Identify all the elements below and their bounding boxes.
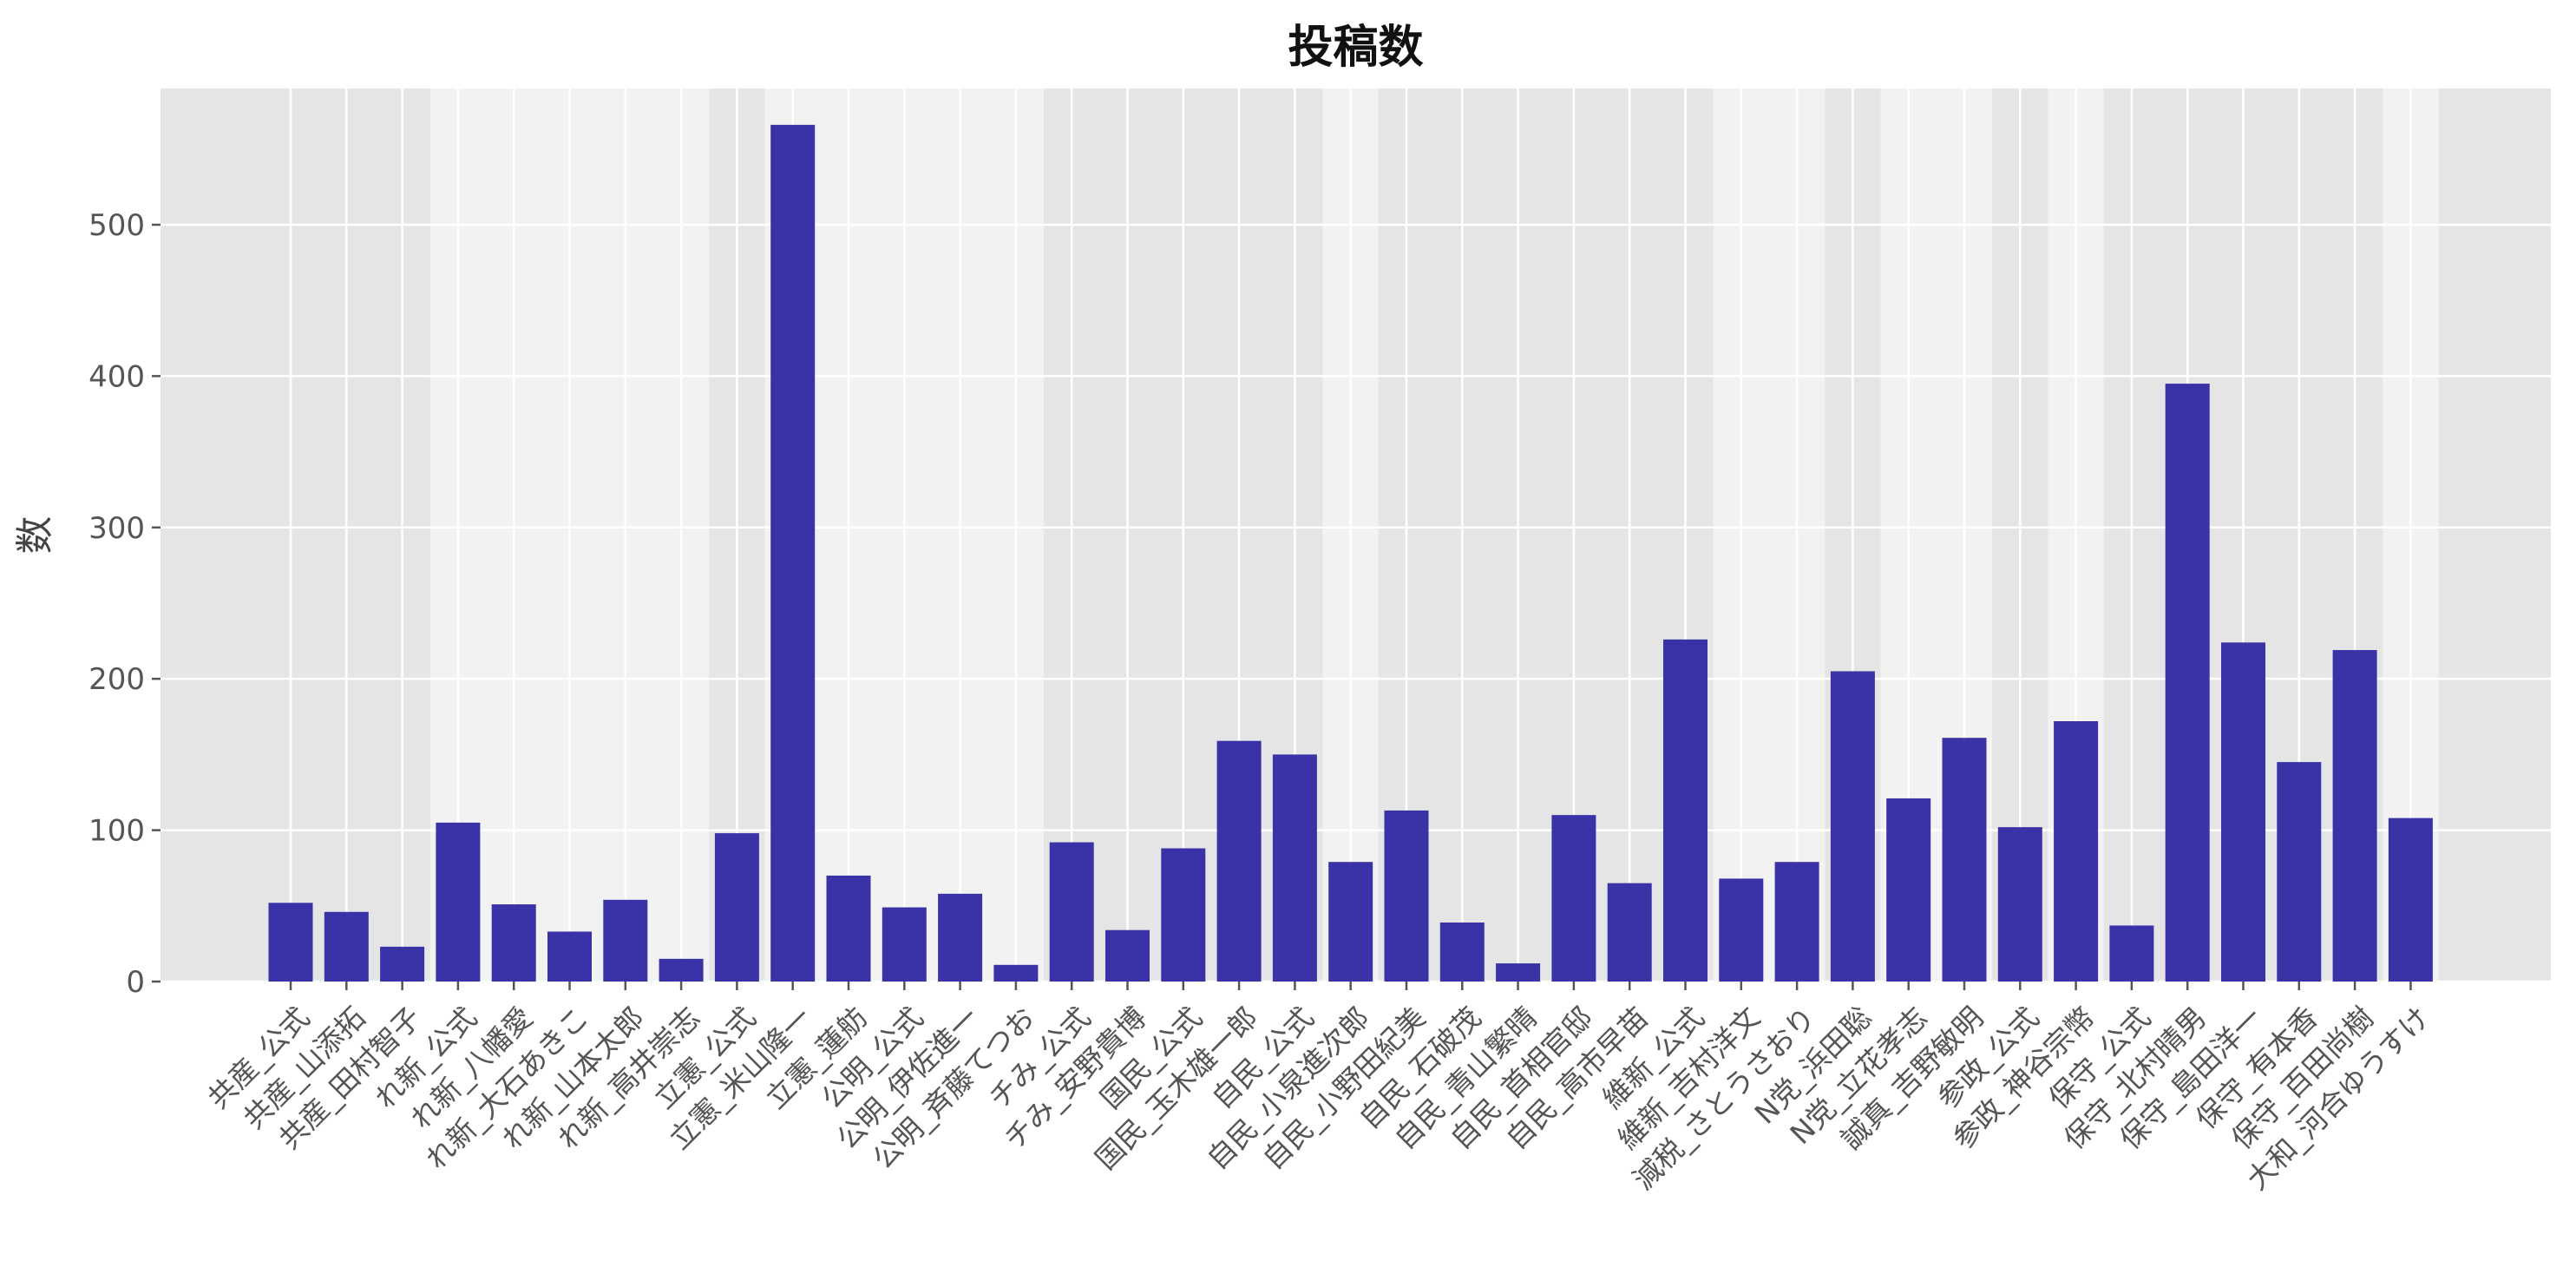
bar <box>1384 810 1429 982</box>
bar <box>1161 848 1206 982</box>
y-tick-label: 100 <box>88 814 145 849</box>
bar <box>1997 827 2042 982</box>
bar <box>1328 862 1373 982</box>
bar <box>1607 883 1652 982</box>
bar <box>1774 862 1819 982</box>
bar <box>659 958 704 982</box>
bar <box>1663 639 1708 982</box>
bar <box>1719 878 1764 982</box>
bar <box>436 822 481 982</box>
bar <box>603 899 648 982</box>
bar <box>324 911 369 982</box>
y-tick-label: 300 <box>88 511 145 546</box>
bar <box>1551 815 1596 982</box>
y-tick-label: 500 <box>88 208 145 243</box>
y-tick-label: 0 <box>126 965 145 1000</box>
x-axis: 共産_公式共産_山添拓共産_田村智子れ新_公式れ新_八幡愛れ新_大石あきこれ新_… <box>201 982 2436 1197</box>
bar <box>714 833 759 982</box>
bar <box>882 907 927 982</box>
bar <box>2277 762 2322 982</box>
y-axis-label: 数 <box>13 516 57 555</box>
bar <box>1496 963 1541 982</box>
bar <box>1942 738 1987 982</box>
chart-title: 投稿数 <box>1288 22 1423 74</box>
bar <box>1830 671 1875 982</box>
bar <box>2109 925 2154 982</box>
bar <box>268 903 313 982</box>
plot-band-light <box>1713 89 1825 982</box>
bar <box>826 875 871 982</box>
bar <box>1886 798 1931 982</box>
bar <box>2165 384 2210 982</box>
bar <box>1105 929 1150 982</box>
bar <box>993 964 1039 982</box>
bar <box>547 931 592 982</box>
y-axis: 0 100 200 300 400 500 <box>88 208 161 1000</box>
bar <box>2054 721 2099 982</box>
bar <box>2388 818 2433 982</box>
y-tick-label: 200 <box>88 662 145 697</box>
bar <box>1049 842 1094 982</box>
bars <box>268 124 2433 982</box>
y-tick-label: 400 <box>88 359 145 394</box>
bar <box>491 904 536 982</box>
bar <box>938 893 983 982</box>
bar <box>1439 922 1485 982</box>
bar <box>1272 754 1317 982</box>
bar <box>770 124 816 982</box>
bar <box>380 946 425 982</box>
bar <box>2221 642 2265 982</box>
bar <box>1216 740 1262 982</box>
bar <box>2332 650 2377 982</box>
